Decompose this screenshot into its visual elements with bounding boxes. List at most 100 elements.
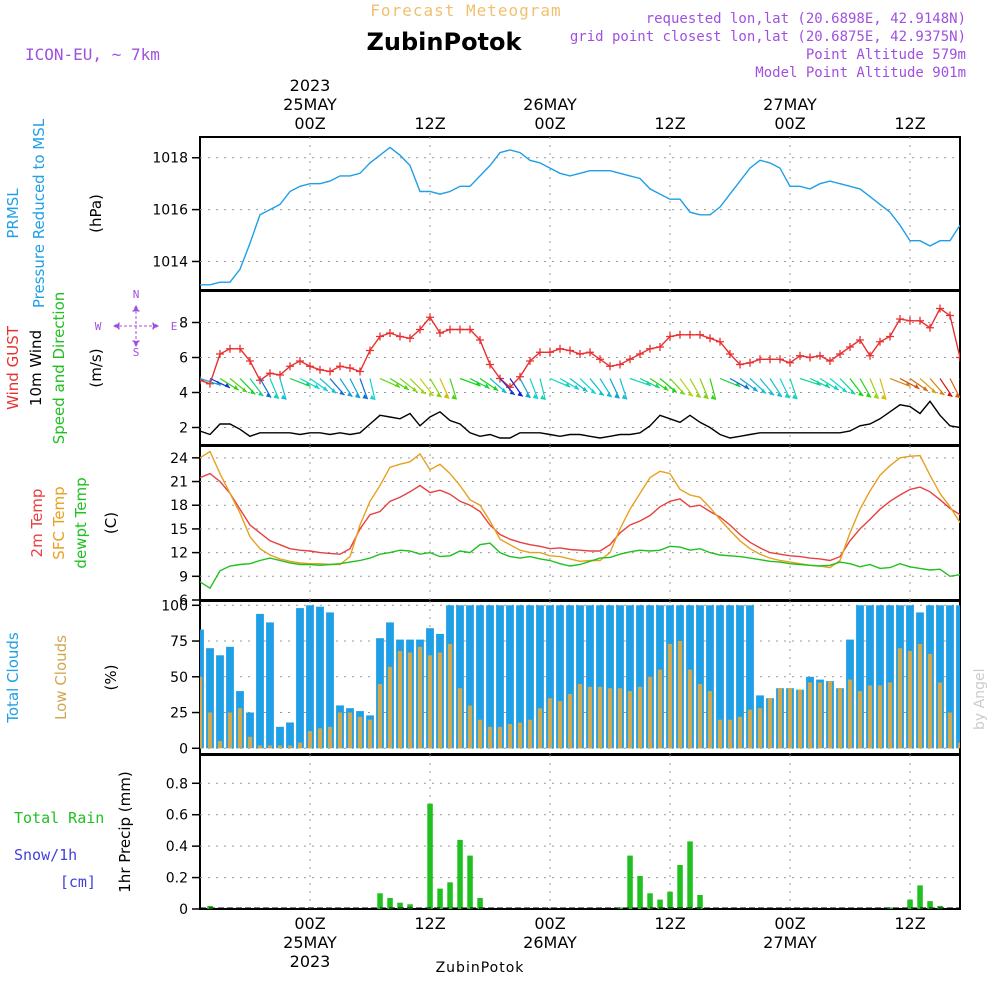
gust-point: [926, 323, 934, 332]
gust-point: [866, 351, 874, 360]
compass-label: N: [133, 288, 140, 301]
precip-bar: [387, 898, 393, 909]
gust-point: [416, 325, 424, 334]
wind-direction-arrow-head: [242, 387, 248, 393]
gust-point: [446, 325, 454, 334]
gust-point: [856, 336, 864, 344]
compass-label: W: [95, 320, 102, 333]
precip-ytick-label: 0: [179, 902, 188, 918]
clouds-plot-area: [200, 605, 960, 749]
precip-bar: [617, 907, 623, 909]
precip-bar: [377, 893, 383, 909]
clouds-ytick-label: 0: [179, 741, 188, 757]
clouds-bar: [586, 605, 594, 749]
wind-direction-arrow: [709, 378, 717, 400]
gust-point: [466, 325, 474, 334]
wind-direction-arrow: [349, 378, 361, 399]
clouds-bar: [746, 605, 754, 749]
top-time-label: 12Z: [654, 114, 685, 133]
model-altitude: Model Point Altitude 901m: [755, 65, 966, 81]
clouds-bar: [637, 686, 643, 749]
clouds-bar: [547, 698, 553, 749]
wind-compass: N S W E: [95, 288, 178, 359]
clouds-bar: [716, 605, 724, 749]
gust-point: [906, 316, 914, 325]
clouds-bar: [476, 605, 484, 749]
clouds-bar: [887, 682, 893, 749]
location-title: ZubinPotok: [367, 28, 523, 56]
gust-point: [476, 336, 484, 344]
wind-direction-arrow-head: [703, 393, 709, 399]
clouds-bar: [946, 605, 954, 749]
gust-point: [206, 379, 214, 388]
gust-point: [556, 344, 564, 353]
clouds-bar: [706, 605, 714, 749]
precip-ytick-label: 0.8: [166, 776, 188, 792]
gust-point: [656, 343, 664, 351]
wind-direction-arrow-head: [314, 383, 320, 389]
top-time-label: 27MAY: [763, 95, 817, 114]
clouds-bar: [276, 726, 284, 749]
gust-point: [916, 316, 924, 325]
clouds-bar: [337, 712, 343, 749]
clouds-bar: [577, 683, 583, 749]
precip-bar: [657, 899, 663, 909]
wind-direction-arrow: [529, 378, 539, 400]
clouds-bar: [297, 742, 303, 749]
clouds-bar: [296, 608, 304, 749]
wind-direction-arrow-head: [412, 387, 418, 393]
clouds-bar: [617, 688, 623, 749]
clouds-bar: [837, 688, 843, 749]
gust-point: [526, 357, 534, 365]
clouds-bar: [566, 605, 574, 749]
wind-series-label: Speed and Direction: [50, 292, 68, 445]
precip-bar: [427, 803, 433, 909]
wind-direction-arrow: [949, 378, 960, 399]
wind-panel: 2 4 6 8 Wind GUST 10m Wind Speed and Direction…: [4, 288, 968, 446]
precip-bar: [447, 882, 453, 909]
clouds-panel: 0 25 50 75 100 Total Clouds Low Clouds (%): [4, 598, 961, 757]
precip-ytick-label: 0.6: [166, 808, 188, 824]
top-time-label: 25MAY: [283, 95, 337, 114]
clouds-bar: [597, 686, 603, 749]
wind-direction-arrow-head: [680, 389, 686, 395]
wind-direction-arrow-head: [654, 383, 660, 389]
wind-direction-arrow-head: [621, 394, 627, 400]
precip-bar: [407, 904, 413, 909]
clouds-bar: [267, 745, 273, 749]
wind-direction-arrow-head: [792, 394, 798, 400]
wind-direction-arrow-head: [606, 392, 612, 398]
gust-point: [606, 362, 614, 371]
wind-direction-arrow: [539, 378, 546, 400]
clouds-bar: [667, 643, 673, 749]
clouds-bar: [777, 688, 783, 749]
bottom-time-label: 26MAY: [523, 933, 577, 952]
clouds-bar: [857, 691, 863, 749]
temperature-series-line: [200, 472, 960, 562]
bottom-time-label: 00Z: [294, 914, 325, 933]
wind-direction-arrow-head: [752, 386, 758, 392]
wind-direction-arrow-head: [436, 392, 442, 398]
clouds-bar: [807, 682, 813, 749]
wind-direction-arrow-head: [582, 386, 588, 392]
bottom-time-label: 27MAY: [763, 933, 817, 952]
wind-direction-arrow-head: [769, 390, 775, 396]
pressure-frame: [199, 136, 961, 291]
wind-direction-arrow-head: [323, 386, 329, 392]
gust-point: [816, 351, 824, 360]
gust-point: [806, 353, 814, 362]
precip-bar: [697, 894, 703, 909]
precip-bar: [677, 865, 683, 909]
clouds-bar: [556, 605, 564, 749]
wind-direction-arrow-head: [695, 392, 701, 398]
clouds-bar: [897, 648, 903, 749]
wind-direction-arrow-head: [614, 393, 620, 399]
bottom-time-label: 25MAY: [283, 933, 337, 952]
top-time-label: 12Z: [894, 114, 925, 133]
gust-point: [296, 357, 304, 365]
gust-point: [746, 358, 754, 367]
gust-point: [736, 360, 744, 369]
clouds-bar: [537, 708, 543, 749]
wind-direction-arrow-head: [963, 394, 968, 399]
